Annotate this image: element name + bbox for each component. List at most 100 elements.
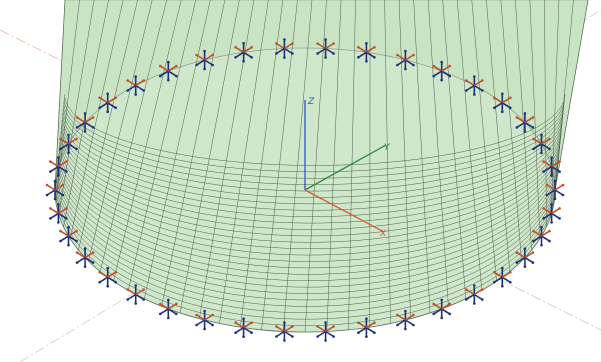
support-tip — [481, 89, 484, 92]
support-tip — [396, 324, 399, 327]
support-tip — [75, 138, 78, 141]
support-tip — [76, 251, 79, 254]
z-label: Z — [307, 97, 315, 107]
support-tip — [440, 79, 443, 82]
support-tip — [524, 130, 527, 133]
support-tip — [134, 93, 137, 96]
support-tip — [412, 54, 415, 57]
support-tip — [46, 194, 49, 197]
support-tip — [175, 303, 178, 306]
support-tip — [106, 285, 109, 288]
support-tip — [98, 107, 101, 110]
support-tip — [540, 226, 543, 229]
support-tip — [76, 126, 79, 129]
support-tip — [432, 65, 435, 68]
support-tip — [275, 42, 278, 45]
support-tip — [365, 42, 368, 45]
support-tip — [562, 194, 565, 197]
support-tip — [448, 303, 451, 306]
support-tip — [481, 288, 484, 291]
support-tip — [114, 107, 117, 110]
support-tip — [92, 116, 95, 119]
support-tip — [316, 335, 319, 338]
support-tip — [542, 170, 545, 173]
support-tip — [159, 75, 162, 78]
support-tip — [516, 251, 519, 254]
support-tip — [54, 180, 57, 183]
support-tip — [473, 302, 476, 305]
support-tip — [324, 339, 327, 342]
support-tip — [54, 198, 57, 201]
support-tip — [114, 97, 117, 100]
support-tip — [324, 38, 327, 41]
support-tip — [465, 89, 468, 92]
support-tip — [516, 116, 519, 119]
support-tip — [291, 42, 294, 45]
support-tip — [509, 97, 512, 100]
support-tip — [175, 65, 178, 68]
support-tip — [332, 42, 335, 45]
support-tip — [98, 271, 101, 274]
support-tip — [142, 298, 145, 301]
support-tip — [558, 207, 561, 210]
support-tip — [373, 331, 376, 334]
support-tip — [493, 281, 496, 284]
support-tip — [540, 152, 543, 155]
support-tip — [195, 324, 198, 327]
support-tip — [159, 313, 162, 316]
support-tip — [357, 331, 360, 334]
support-tip — [524, 247, 527, 250]
support-tip — [316, 52, 319, 55]
support-tip — [509, 281, 512, 284]
support-tip — [67, 152, 70, 155]
support-tip — [75, 148, 78, 151]
support-tip — [532, 230, 535, 233]
support-tip — [516, 261, 519, 264]
support-tip — [373, 46, 376, 49]
support-tip — [242, 317, 245, 320]
support-tip — [291, 52, 294, 55]
support-tip — [211, 314, 214, 317]
support-tip — [516, 126, 519, 129]
support-tip — [134, 75, 137, 78]
support-tip — [75, 230, 78, 233]
support-tip — [106, 111, 109, 114]
x-label: X — [379, 229, 387, 239]
support-tip — [142, 89, 145, 92]
support-tip — [558, 217, 561, 220]
support-tip — [84, 112, 87, 115]
support-tip — [316, 325, 319, 328]
support-tip — [76, 261, 79, 264]
support-tip — [550, 174, 553, 177]
support-tip — [49, 170, 52, 173]
support-tip — [550, 221, 553, 224]
support-tip — [558, 170, 561, 173]
support-tip — [493, 107, 496, 110]
support-tip — [501, 267, 504, 270]
support-tip — [250, 321, 253, 324]
support-tip — [242, 60, 245, 63]
support-tip — [114, 271, 117, 274]
support-tip — [283, 321, 286, 324]
support-tip — [84, 130, 87, 133]
support-tip — [465, 79, 468, 82]
support-tip — [62, 184, 65, 187]
support-tip — [250, 46, 253, 49]
support-tip — [532, 116, 535, 119]
support-tip — [283, 56, 286, 59]
support-tip — [432, 303, 435, 306]
support-tip — [365, 335, 368, 338]
support-tip — [501, 93, 504, 96]
support-tip — [440, 299, 443, 302]
support-tip — [548, 148, 551, 151]
support-tip — [275, 335, 278, 338]
support-tip — [412, 324, 415, 327]
support-tip — [465, 288, 468, 291]
support-tip — [75, 240, 78, 243]
model-view: Z Y X — [0, 0, 601, 362]
support-tip — [550, 156, 553, 159]
support-tip — [57, 203, 60, 206]
support-tip — [49, 160, 52, 163]
support-tip — [203, 50, 206, 53]
support-tip — [65, 207, 68, 210]
